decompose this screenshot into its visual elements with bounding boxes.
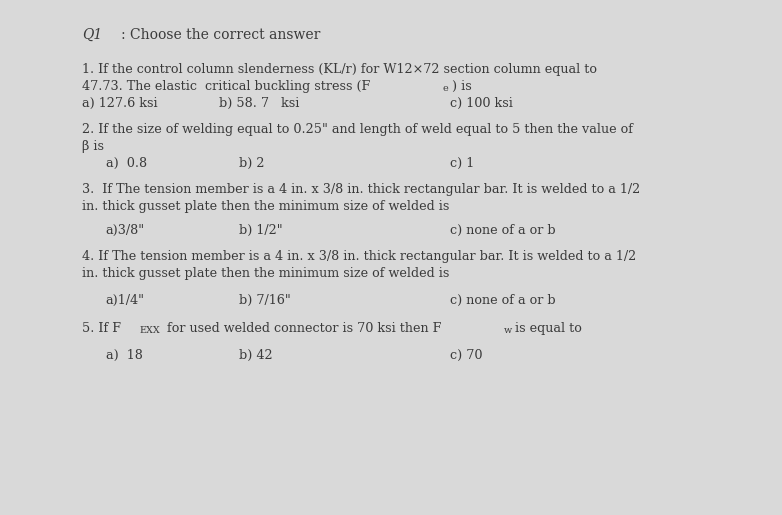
- Text: a)1/4": a)1/4": [106, 294, 145, 306]
- Text: b) 58. 7   ksi: b) 58. 7 ksi: [219, 97, 300, 110]
- Text: c) none of a or b: c) none of a or b: [450, 224, 555, 237]
- Text: a)  0.8: a) 0.8: [106, 157, 147, 170]
- Text: b) 7/16": b) 7/16": [239, 294, 290, 306]
- Text: β is: β is: [82, 140, 104, 152]
- Text: : Choose the correct answer: : Choose the correct answer: [121, 28, 321, 42]
- Text: b) 1/2": b) 1/2": [239, 224, 282, 237]
- Text: 2. If the size of welding equal to 0.25" and length of weld equal to 5 then the : 2. If the size of welding equal to 0.25"…: [82, 123, 633, 135]
- Text: e: e: [443, 84, 448, 93]
- Text: ) is: ) is: [452, 80, 472, 93]
- Text: for used welded connector is 70 ksi then F: for used welded connector is 70 ksi then…: [163, 322, 441, 335]
- Text: in. thick gusset plate then the minimum size of welded is: in. thick gusset plate then the minimum …: [82, 267, 450, 280]
- Text: Q1: Q1: [82, 28, 102, 42]
- Text: b) 2: b) 2: [239, 157, 264, 170]
- Text: c) 100 ksi: c) 100 ksi: [450, 97, 512, 110]
- Text: a) 127.6 ksi: a) 127.6 ksi: [82, 97, 158, 110]
- Text: a)  18: a) 18: [106, 349, 142, 362]
- Text: c) none of a or b: c) none of a or b: [450, 294, 555, 306]
- Text: a)3/8": a)3/8": [106, 224, 145, 237]
- Text: c) 1: c) 1: [450, 157, 474, 170]
- Text: EXX: EXX: [139, 326, 160, 335]
- Text: 1. If the control column slenderness (KL/r) for W12×72 section column equal to: 1. If the control column slenderness (KL…: [82, 63, 597, 76]
- Text: c) 70: c) 70: [450, 349, 482, 362]
- Text: is equal to: is equal to: [511, 322, 583, 335]
- Text: 5. If F: 5. If F: [82, 322, 121, 335]
- Text: 4. If The tension member is a 4 in. x 3/8 in. thick rectangular bar. It is welde: 4. If The tension member is a 4 in. x 3/…: [82, 250, 637, 263]
- Text: w: w: [504, 326, 512, 335]
- Text: 3.  If The tension member is a 4 in. x 3/8 in. thick rectangular bar. It is weld: 3. If The tension member is a 4 in. x 3/…: [82, 183, 640, 196]
- Text: 47.73. The elastic  critical buckling stress (F: 47.73. The elastic critical buckling str…: [82, 80, 371, 93]
- Text: b) 42: b) 42: [239, 349, 272, 362]
- Text: in. thick gusset plate then the minimum size of welded is: in. thick gusset plate then the minimum …: [82, 200, 450, 213]
